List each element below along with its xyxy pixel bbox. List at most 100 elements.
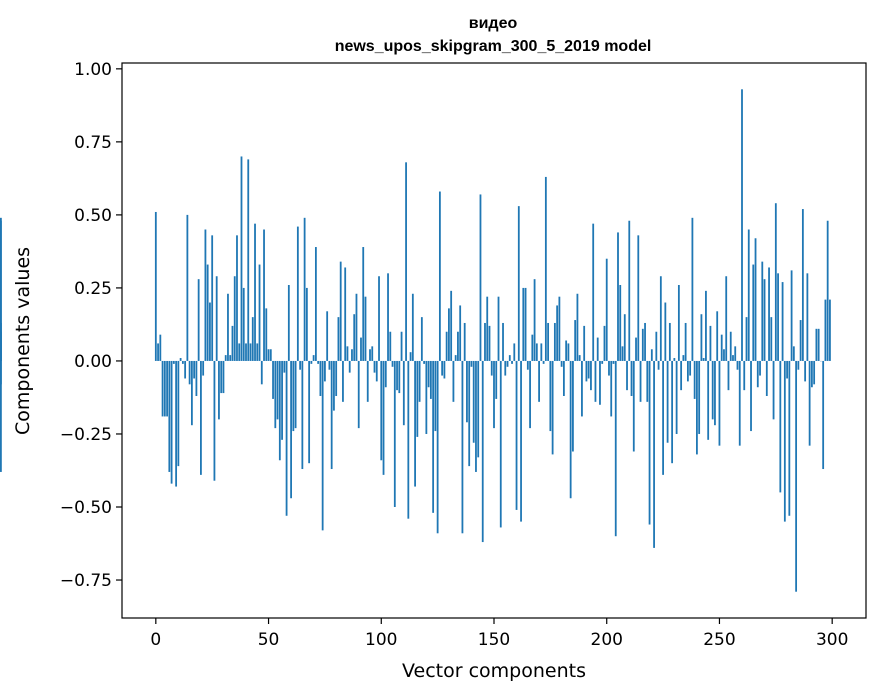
bar-21 [202, 360, 205, 376]
bar-136 [461, 360, 464, 534]
bar-79 [333, 360, 335, 411]
bar-65 [301, 360, 304, 470]
bar-210 [628, 220, 631, 361]
bar-90 [357, 360, 360, 429]
y-tick-label: −0.50 [60, 498, 112, 518]
bar-297 [824, 299, 827, 361]
bar-50 [267, 349, 270, 361]
bar-84 [344, 267, 347, 361]
bar-67 [305, 287, 308, 361]
bar-227 [666, 360, 669, 443]
bar-208 [623, 314, 626, 361]
bar-256 [732, 355, 734, 361]
bar-277 [779, 360, 782, 493]
bar-275 [774, 203, 777, 361]
bar-221 [653, 360, 655, 548]
bar-230 [673, 358, 676, 361]
bar-53 [274, 360, 277, 429]
bar-10 [177, 360, 180, 467]
bar-122 [429, 360, 432, 399]
bar-87 [351, 349, 353, 361]
bar-229 [671, 360, 674, 464]
bar-60 [290, 360, 292, 499]
bar-142 [475, 360, 477, 472]
bar-261 [743, 360, 746, 391]
bar-155 [504, 360, 507, 376]
bar-169 [535, 343, 538, 361]
bar-233 [680, 360, 683, 391]
bar-239 [693, 360, 696, 399]
bar-49 [265, 308, 268, 361]
bar-11 [179, 358, 182, 361]
bar-110 [402, 360, 405, 426]
bar-270 [763, 279, 766, 361]
x-tick-label: 100 [365, 630, 397, 650]
bar-77 [328, 360, 331, 370]
bar-198 [601, 360, 604, 364]
bar-290 [808, 360, 811, 446]
bar-25 [211, 235, 214, 361]
bar-30 [222, 360, 225, 394]
bar-59 [287, 285, 290, 361]
bar-39 [242, 287, 245, 361]
bar-148 [488, 325, 491, 361]
bar-6 [168, 360, 171, 472]
bar-101 [382, 360, 385, 475]
bar-255 [729, 331, 732, 361]
bar-178 [556, 305, 559, 361]
bar-174 [547, 322, 550, 361]
bar-23 [206, 264, 209, 361]
bar-243 [702, 358, 705, 361]
bar-28 [218, 360, 220, 420]
bar-200 [605, 258, 608, 361]
bar-31 [224, 355, 227, 361]
bar-51 [269, 349, 272, 361]
bar-35 [233, 276, 236, 361]
bar-130 [448, 308, 450, 361]
bar-176 [551, 360, 554, 455]
bar-116 [416, 360, 419, 437]
y-tick-label: 0.00 [74, 352, 112, 372]
bar-134 [457, 331, 459, 361]
bar-292 [813, 360, 816, 385]
bar-254 [727, 360, 730, 391]
bar-118 [420, 317, 423, 361]
bar-204 [614, 360, 617, 537]
bar-240 [696, 360, 698, 455]
bar-108 [398, 360, 401, 394]
bar-272 [768, 267, 770, 361]
bar-263 [747, 229, 750, 361]
bar-112 [407, 360, 410, 519]
bar-34 [231, 325, 234, 361]
bar-216 [641, 328, 644, 361]
bar-83 [342, 360, 344, 402]
bar-97 [373, 360, 376, 373]
bar-152 [497, 296, 500, 361]
bar-237 [689, 360, 692, 376]
bar-151 [495, 360, 498, 399]
bar-33 [229, 355, 232, 361]
bar-222 [655, 331, 658, 361]
bar-271 [765, 360, 768, 396]
y-tick-label: 1.00 [74, 60, 112, 80]
bar-8 [172, 360, 175, 364]
bar-27 [215, 276, 218, 361]
bar-156 [506, 360, 509, 367]
bar-37 [238, 343, 241, 361]
bar-269 [761, 261, 764, 361]
bar-56 [281, 360, 283, 440]
bar-291 [810, 360, 813, 388]
bar-117 [418, 360, 421, 402]
bar-19 [197, 279, 200, 361]
bar-241 [698, 360, 701, 434]
bar-81 [337, 317, 340, 361]
bar-13 [184, 360, 187, 379]
bar-278 [781, 282, 784, 361]
bar-153 [499, 360, 502, 528]
bar-299 [829, 299, 831, 361]
bar-7 [170, 360, 173, 484]
bar-76 [326, 311, 329, 361]
bar-9 [175, 360, 178, 487]
bar-195 [594, 360, 597, 402]
bar-150 [493, 360, 495, 429]
